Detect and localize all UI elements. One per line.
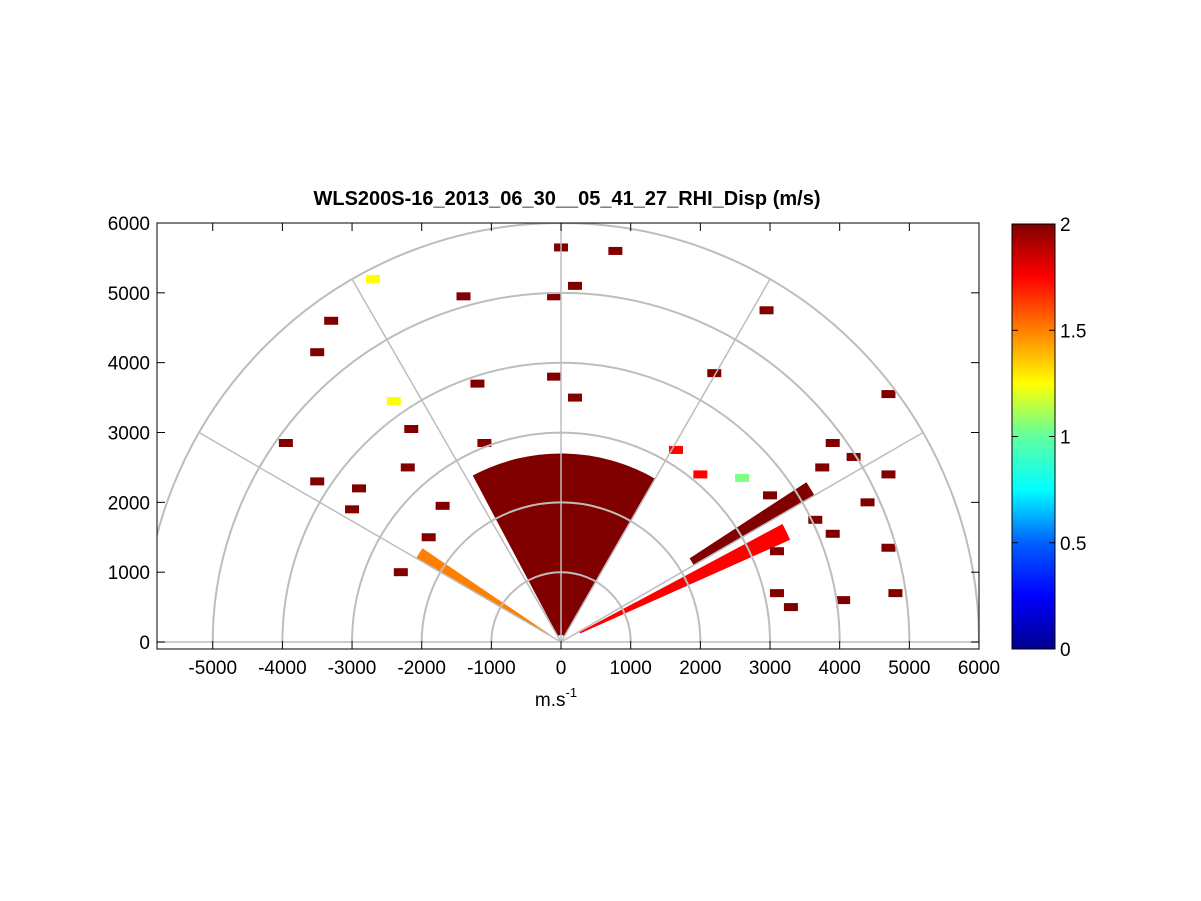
x-tick-label: -1000 [467,658,516,679]
data-cell [456,292,471,301]
x-tick-label: 2000 [679,658,721,679]
chart-title: WLS200S-16_2013_06_30__05_41_27_RHI_Disp… [313,188,820,210]
data-cell [808,515,823,524]
data-cell [860,498,875,507]
data-cell [783,603,798,612]
data-cell [763,491,778,500]
x-tick-label: -5000 [188,658,237,679]
colorbar-gradient [1011,223,1056,650]
data-cell [769,547,784,556]
x-tick-label: 1000 [610,658,652,679]
data-cell [404,425,419,434]
data-cell [400,463,415,472]
data-cell [881,470,896,479]
data-cell [567,393,582,402]
data-cell [735,473,750,482]
data-cell [547,292,562,301]
data-cell [836,596,851,605]
data-cells [278,243,903,612]
y-tick-label: 6000 [108,214,150,235]
x-tick-label: 4000 [819,658,861,679]
y-axis: 0 1000 2000 3000 4000 5000 6000 [108,214,979,654]
data-cell [815,463,830,472]
radial-line [560,431,924,643]
y-tick-label: 0 [139,633,150,654]
data-cell [365,274,380,283]
data-cell [547,372,562,381]
radial-line [198,431,562,643]
colorbar-tick-label: 1 [1060,428,1071,449]
data-cell [707,369,722,378]
colorbar: 0 0.5 1 1.5 2 [1011,215,1086,661]
data-cell [310,348,325,357]
radial-line [351,278,562,643]
colorbar-tick-label: 1.5 [1060,321,1086,342]
plot-area [157,223,979,643]
data-sector-right-far [689,482,815,566]
x-tick-label: 5000 [888,658,930,679]
colorbar-tick-label: 0 [1060,640,1071,661]
data-cell [881,390,896,399]
data-cell [759,306,774,315]
data-sector-left-beam [416,548,550,636]
data-cell [668,445,683,454]
y-tick-label: 2000 [108,493,150,514]
x-tick-label: -4000 [258,658,307,679]
data-cell [345,505,360,514]
x-tick-label: -3000 [328,658,377,679]
data-cell [846,452,861,461]
colorbar-tick-label: 0.5 [1060,534,1086,555]
y-tick-label: 3000 [108,424,150,445]
x-tick-label: -2000 [397,658,446,679]
data-sectors [416,453,815,636]
data-cell [608,246,623,255]
x-axis-label: m.s-1 [535,685,577,711]
data-cell [470,379,485,388]
data-cell [825,438,840,447]
radial-lines [157,223,979,643]
data-cell [881,543,896,552]
x-tick-label: 6000 [958,658,1000,679]
y-tick-label: 5000 [108,284,150,305]
data-cell [393,568,408,577]
data-cell [278,438,293,447]
colorbar-ticks: 0 0.5 1 1.5 2 [1012,215,1086,661]
data-cell [324,316,339,325]
radial-line [560,278,771,643]
plot-frame [156,222,980,650]
data-cell [693,470,708,479]
x-tick-label: 0 [556,658,567,679]
data-cell [477,438,492,447]
x-axis: -5000 -4000 -3000 -2000 -1000 0 1000 2000 3000 40… [188,223,1000,679]
data-cell [567,281,582,290]
data-cell [888,589,903,598]
data-cell [386,397,401,406]
y-tick-label: 1000 [108,563,150,584]
data-sector-main [472,453,656,636]
data-cell [310,477,325,486]
data-cell [825,529,840,538]
y-tick-label: 4000 [108,354,150,375]
data-cell [352,484,367,493]
data-cell [421,533,436,542]
data-cell [769,589,784,598]
colorbar-tick-label: 2 [1060,215,1071,236]
data-cell [435,501,450,510]
x-tick-label: 3000 [749,658,791,679]
